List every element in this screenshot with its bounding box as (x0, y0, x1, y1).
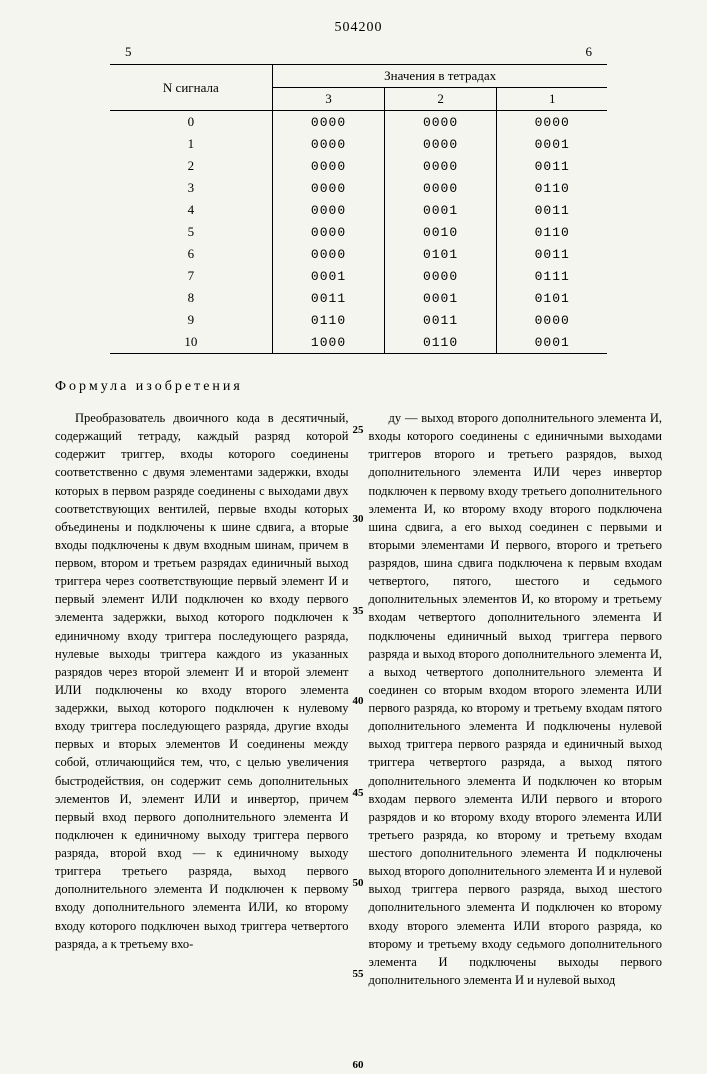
table-cell: 7 (110, 265, 273, 287)
table-cell: 0000 (385, 155, 497, 177)
line-number: 40 (353, 694, 364, 710)
table-row: 3000000000110 (110, 177, 608, 199)
table-row: 7000100000111 (110, 265, 608, 287)
document-number: 504200 (55, 20, 662, 36)
table-row: 9011000110000 (110, 309, 608, 331)
signal-table: N сигнала Значения в тетрадах 3 2 1 0000… (110, 64, 608, 354)
table-header-signal: N сигнала (110, 65, 273, 111)
table-cell: 3 (110, 177, 273, 199)
table-cell: 10 (110, 331, 273, 354)
table-subheader: 3 (273, 88, 385, 111)
table-cell: 0011 (497, 243, 608, 265)
table-cell: 0110 (273, 309, 385, 331)
left-paragraph: Преобразователь двоичного кода в десятич… (55, 409, 349, 953)
right-paragraph: ду — выход второго дополнительного элеме… (369, 409, 663, 989)
table-cell: 0000 (273, 243, 385, 265)
table-cell: 0000 (385, 111, 497, 134)
table-cell: 0011 (385, 309, 497, 331)
table-cell: 6 (110, 243, 273, 265)
table-cell: 0000 (385, 177, 497, 199)
table-cell: 5 (110, 221, 273, 243)
table-cell: 0 (110, 111, 273, 134)
table-cell: 0000 (273, 221, 385, 243)
right-column: ду — выход второго дополнительного элеме… (369, 409, 663, 989)
table-cell: 0000 (273, 111, 385, 134)
table-row: 1000000000001 (110, 133, 608, 155)
table-row: 6000001010011 (110, 243, 608, 265)
table-row: 2000000000011 (110, 155, 608, 177)
left-page-number: 5 (125, 44, 132, 60)
section-title: Формула изобретения (55, 379, 662, 395)
line-number: 55 (353, 967, 364, 983)
table-cell: 1000 (273, 331, 385, 354)
table-cell: 0110 (497, 177, 608, 199)
line-number: 25 (353, 423, 364, 439)
table-cell: 8 (110, 287, 273, 309)
table-cell: 0000 (273, 133, 385, 155)
table-row: 4000000010011 (110, 199, 608, 221)
left-column: Преобразователь двоичного кода в десятич… (55, 409, 349, 989)
table-cell: 0000 (273, 199, 385, 221)
table-cell: 2 (110, 155, 273, 177)
table-cell: 0010 (385, 221, 497, 243)
table-subheader: 1 (497, 88, 608, 111)
table-cell: 0000 (273, 177, 385, 199)
table-row: 5000000100110 (110, 221, 608, 243)
line-number: 45 (353, 786, 364, 802)
table-cell: 0011 (497, 199, 608, 221)
body-text: Преобразователь двоичного кода в десятич… (55, 409, 662, 989)
table-cell: 0000 (273, 155, 385, 177)
table-cell: 0011 (497, 155, 608, 177)
table-cell: 0111 (497, 265, 608, 287)
line-number: 60 (353, 1058, 364, 1074)
table-cell: 0011 (273, 287, 385, 309)
table-cell: 0001 (385, 199, 497, 221)
table-row: 10100001100001 (110, 331, 608, 354)
right-page-number: 6 (586, 44, 593, 60)
table-header-tetrad: Значения в тетрадах (273, 65, 608, 88)
table-cell: 0000 (497, 111, 608, 134)
table-cell: 0110 (385, 331, 497, 354)
line-number: 35 (353, 604, 364, 620)
table-cell: 4 (110, 199, 273, 221)
table-cell: 0000 (385, 133, 497, 155)
table-subheader: 2 (385, 88, 497, 111)
table-cell: 0000 (497, 309, 608, 331)
table-row: 8001100010101 (110, 287, 608, 309)
table-cell: 0001 (273, 265, 385, 287)
table-row: 0000000000000 (110, 111, 608, 134)
page-numbers: 5 6 (55, 44, 662, 60)
line-number: 30 (353, 512, 364, 528)
line-number: 50 (353, 876, 364, 892)
table-cell: 0101 (385, 243, 497, 265)
table-cell: 0101 (497, 287, 608, 309)
table-cell: 9 (110, 309, 273, 331)
table-cell: 0000 (385, 265, 497, 287)
table-cell: 0110 (497, 221, 608, 243)
table-cell: 1 (110, 133, 273, 155)
table-cell: 0001 (497, 331, 608, 354)
table-cell: 0001 (497, 133, 608, 155)
table-cell: 0001 (385, 287, 497, 309)
